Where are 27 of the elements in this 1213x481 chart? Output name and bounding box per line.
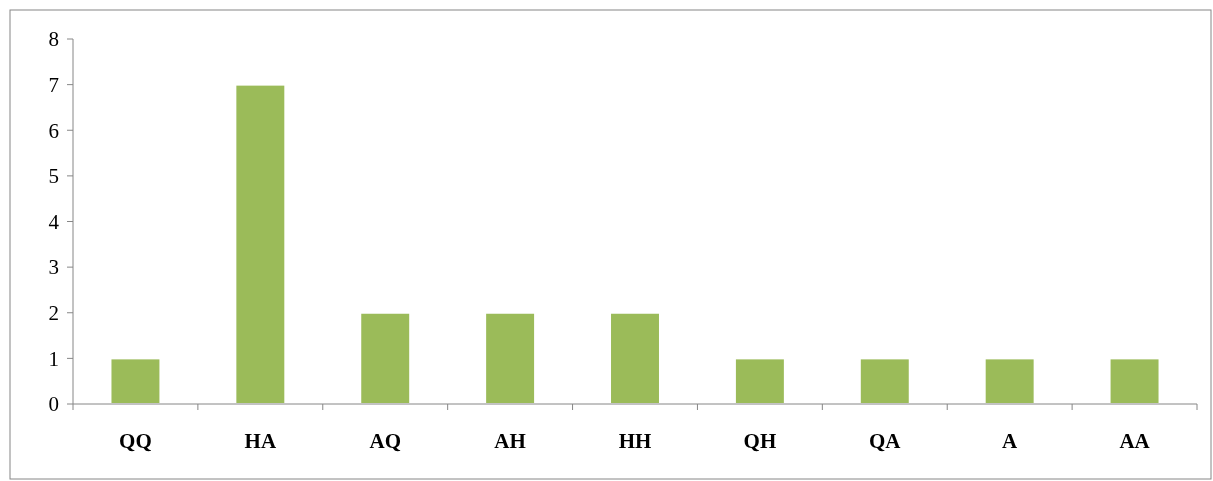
bar [234,83,287,405]
x-tick-label: AH [494,429,526,453]
bar [109,357,162,405]
y-tick-label: 5 [48,164,59,189]
y-tick-label: 6 [48,118,59,143]
x-tick-label: HH [618,429,652,453]
y-tick-label: 0 [48,392,59,417]
x-tick-label: AA [1119,429,1151,453]
y-tick-label: 4 [48,209,60,234]
bar [858,357,911,405]
x-tick-label: QA [869,429,902,453]
y-tick-label: 8 [48,27,59,52]
y-tick-label: 3 [48,255,59,280]
bar [359,311,412,405]
bar [609,311,661,405]
x-tick-label: AQ [369,429,401,453]
y-tick-label: 2 [48,301,59,326]
y-tick-label: 1 [48,346,59,371]
x-tick-label: QQ [119,429,152,453]
bar [1108,357,1161,405]
bar [733,357,786,405]
bar [484,311,537,405]
bar [983,357,1036,405]
y-tick-label: 7 [48,72,59,97]
x-tick-label: QH [743,429,777,453]
x-tick-label: HA [244,429,277,453]
x-tick-label: A [1002,429,1019,453]
